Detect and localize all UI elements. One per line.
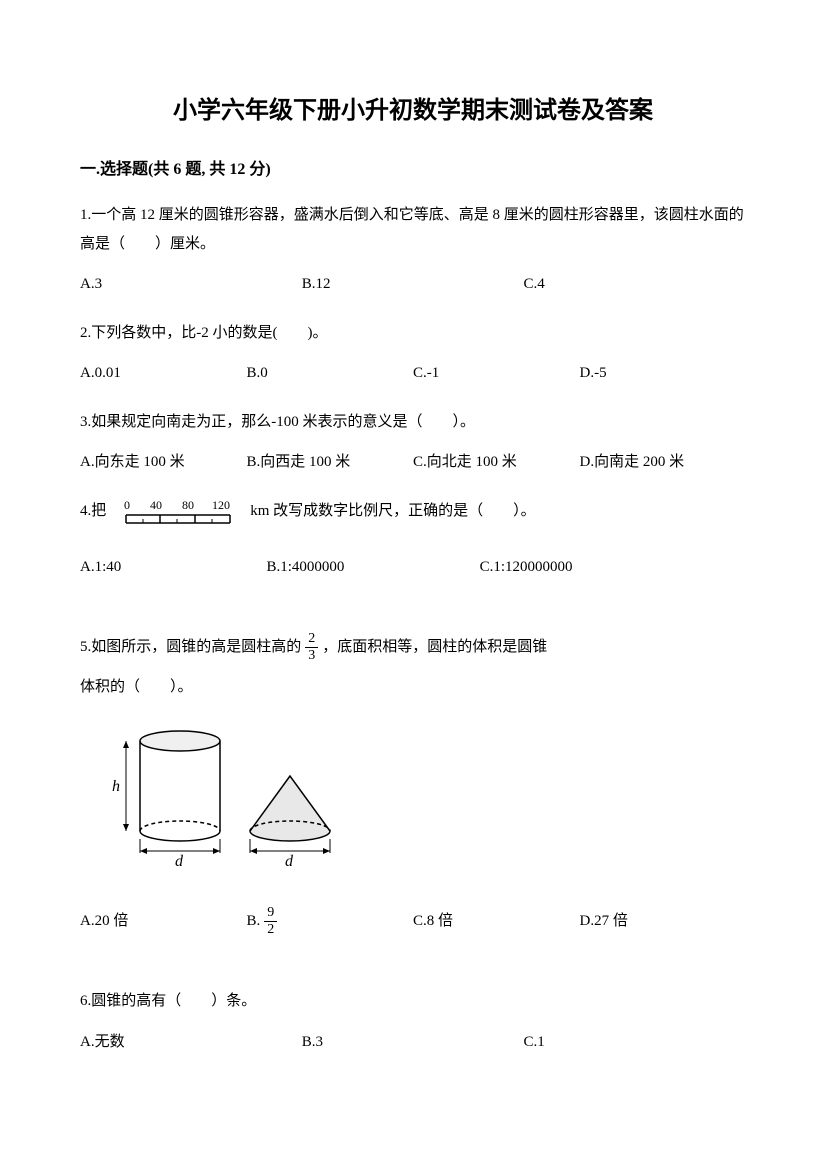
q2-text: 2.下列各数中，比-2 小的数是( )。	[80, 319, 746, 348]
q5-opt-d: D.27 倍	[580, 907, 747, 936]
q2-opt-d: D.-5	[580, 359, 747, 388]
svg-text:d: d	[285, 853, 294, 870]
svg-text:120: 120	[212, 498, 230, 512]
q1-text: 1.一个高 12 厘米的圆锥形容器，盛满水后倒入和它等底、高是 8 厘米的圆柱形…	[80, 201, 746, 258]
fraction-icon: 2 3	[305, 632, 318, 663]
q5-part3: 体积的（ ）。	[80, 673, 746, 702]
svg-text:0: 0	[124, 498, 130, 512]
q4-opt-a: A.1:40	[80, 553, 266, 582]
q5-opt-b: B. 9 2	[247, 906, 414, 937]
q4-prefix: 4.把	[80, 497, 106, 526]
q1-opt-c: C.4	[524, 270, 746, 299]
page-title: 小学六年级下册小升初数学期末测试卷及答案	[80, 90, 746, 125]
q4-opt-c: C.1:120000000	[480, 553, 746, 582]
svg-text:40: 40	[150, 498, 162, 512]
section-header: 一.选择题(共 6 题, 共 12 分)	[80, 155, 746, 179]
q5-opt-c: C.8 倍	[413, 907, 580, 936]
q4-suffix: km 改写成数字比例尺，正确的是（ ）。	[250, 497, 535, 526]
cylinder-cone-diagram: h d d	[90, 721, 746, 876]
q4: 4.把 0 40 80 120 km 改写成数字比例尺，正确的是（ ）。	[80, 497, 746, 542]
q2-opt-b: B.0	[247, 359, 414, 388]
q3-options: A.向东走 100 米 B.向西走 100 米 C.向北走 100 米 D.向南…	[80, 448, 746, 477]
q1-opt-a: A.3	[80, 270, 302, 299]
q5-options: A.20 倍 B. 9 2 C.8 倍 D.27 倍	[80, 906, 746, 937]
q3: 3.如果规定向南走为正，那么-100 米表示的意义是（ ）。	[80, 408, 746, 437]
q5-part2: ，底面积相等，圆柱的体积是圆锥	[322, 633, 547, 662]
svg-text:d: d	[175, 853, 184, 870]
q5-part1: 5.如图所示，圆锥的高是圆柱高的	[80, 633, 301, 662]
q6-opt-a: A.无数	[80, 1028, 302, 1057]
q6: 6.圆锥的高有（ ）条。	[80, 987, 746, 1016]
svg-text:h: h	[112, 778, 120, 795]
q6-opt-b: B.3	[302, 1028, 524, 1057]
ruler-scale-icon: 0 40 80 120	[118, 497, 238, 542]
svg-text:80: 80	[182, 498, 194, 512]
q2-opt-a: A.0.01	[80, 359, 247, 388]
q4-opt-b: B.1:4000000	[266, 553, 479, 582]
q1-options: A.3 B.12 C.4	[80, 270, 746, 299]
q2-options: A.0.01 B.0 C.-1 D.-5	[80, 359, 746, 388]
q2: 2.下列各数中，比-2 小的数是( )。	[80, 319, 746, 348]
q5-opt-a: A.20 倍	[80, 907, 247, 936]
q1-opt-b: B.12	[302, 270, 524, 299]
fraction-icon: 9 2	[264, 906, 277, 937]
q3-opt-a: A.向东走 100 米	[80, 448, 247, 477]
q6-text: 6.圆锥的高有（ ）条。	[80, 987, 746, 1016]
q3-opt-c: C.向北走 100 米	[413, 448, 580, 477]
q3-text: 3.如果规定向南走为正，那么-100 米表示的意义是（ ）。	[80, 408, 746, 437]
q3-opt-b: B.向西走 100 米	[247, 448, 414, 477]
q6-opt-c: C.1	[524, 1028, 746, 1057]
q6-options: A.无数 B.3 C.1	[80, 1028, 746, 1057]
q4-options: A.1:40 B.1:4000000 C.1:120000000	[80, 553, 746, 582]
q3-opt-d: D.向南走 200 米	[580, 448, 747, 477]
q2-opt-c: C.-1	[413, 359, 580, 388]
q1: 1.一个高 12 厘米的圆锥形容器，盛满水后倒入和它等底、高是 8 厘米的圆柱形…	[80, 201, 746, 258]
q5: 5.如图所示，圆锥的高是圆柱高的 2 3 ，底面积相等，圆柱的体积是圆锥 体积的…	[80, 632, 746, 702]
